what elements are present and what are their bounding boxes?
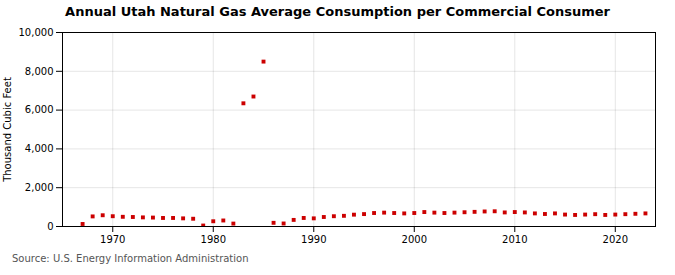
svg-text:10,000: 10,000 — [19, 27, 54, 38]
svg-text:0: 0 — [47, 221, 53, 232]
svg-text:1990: 1990 — [301, 234, 326, 245]
html-text:Source: U.S. Energy Informatio: Source: U.S. Energy Information Administ… — [12, 253, 249, 264]
html-text:Annual Utah Natural Gas Averag: Annual Utah Natural Gas Average Consumpt… — [65, 4, 610, 19]
svg-text:8,000: 8,000 — [25, 66, 54, 77]
svg-text:6,000: 6,000 — [25, 104, 54, 115]
svg-text:Thousand Cubic Feet: Thousand Cubic Feet — [2, 77, 13, 183]
svg-text:2020: 2020 — [603, 234, 628, 245]
svg-text:2000: 2000 — [402, 234, 427, 245]
svg-text:2010: 2010 — [502, 234, 527, 245]
svg-text:1970: 1970 — [100, 234, 125, 245]
svg-text:1980: 1980 — [201, 234, 226, 245]
svg-text:2,000: 2,000 — [25, 182, 54, 193]
svg-text:4,000: 4,000 — [25, 143, 54, 154]
